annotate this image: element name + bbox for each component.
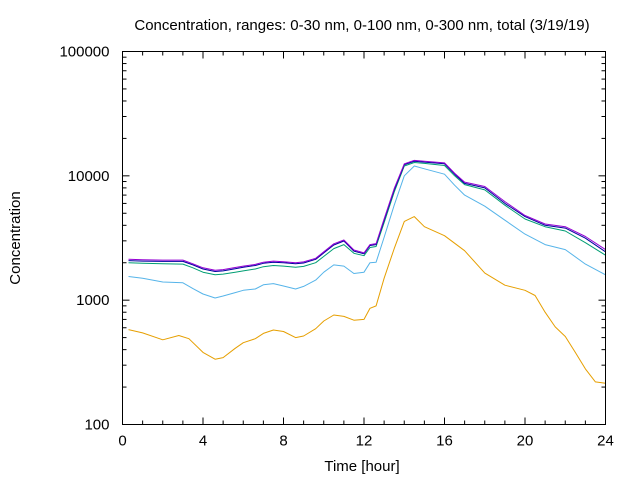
y-tick-label: 1000 bbox=[76, 292, 109, 309]
y-axis-ticks: 100 1000 10000 100000 bbox=[59, 44, 606, 434]
x-tick-label: 8 bbox=[279, 433, 287, 450]
series-line-2 bbox=[128, 165, 606, 299]
chart-title: Concentration, ranges: 0-30 nm, 0-100 nm… bbox=[134, 17, 589, 34]
x-axis-label: Time [hour] bbox=[324, 458, 399, 475]
plot-frame bbox=[122, 51, 606, 425]
series-line-4 bbox=[128, 160, 606, 272]
x-tick-label: 4 bbox=[199, 433, 207, 450]
x-tick-label: 0 bbox=[118, 433, 126, 450]
y-axis-label: Concentration bbox=[7, 191, 24, 284]
x-tick-label: 24 bbox=[597, 433, 614, 450]
series-line-3 bbox=[128, 162, 606, 276]
series-line-5 bbox=[128, 159, 606, 271]
y-tick-label: 100000 bbox=[59, 44, 109, 61]
y-tick-label: 10000 bbox=[68, 168, 110, 185]
series-line-1 bbox=[128, 216, 606, 384]
x-axis-ticks: 0 4 8 12 16 20 24 bbox=[118, 51, 614, 450]
x-tick-label: 20 bbox=[517, 433, 534, 450]
series-layer bbox=[128, 159, 606, 384]
x-tick-label: 16 bbox=[436, 433, 453, 450]
x-tick-label: 12 bbox=[356, 433, 373, 450]
y-tick-label: 100 bbox=[84, 417, 109, 434]
